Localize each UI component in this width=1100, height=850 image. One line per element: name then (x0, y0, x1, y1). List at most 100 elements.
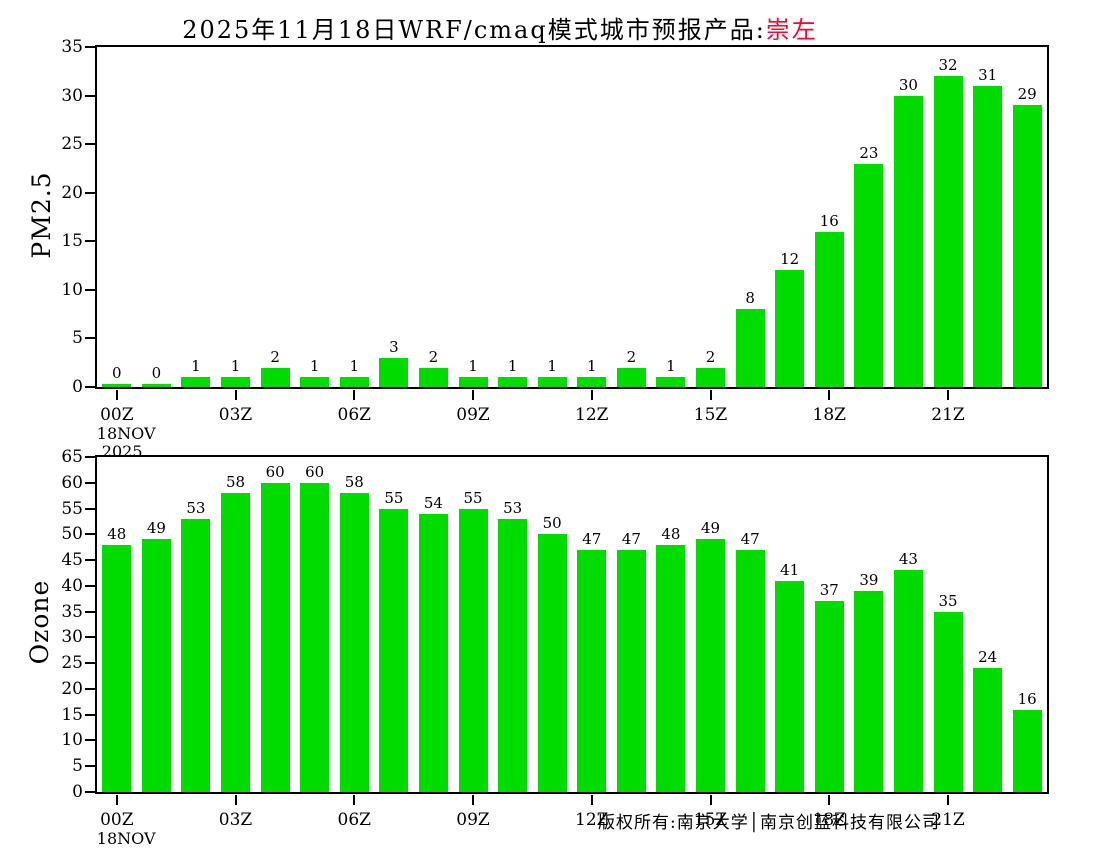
bar (339, 493, 369, 792)
y-tick-label: 0 (72, 377, 83, 397)
bar (973, 85, 1003, 387)
bar-value-label: 55 (463, 488, 483, 507)
bar-value-label: 1 (507, 357, 518, 376)
bar-value-label: 49 (700, 519, 721, 538)
bar-value-label: 2 (270, 347, 280, 366)
x-date-label: 2025 (102, 848, 192, 850)
y-axis-tick (85, 687, 95, 690)
x-axis-tick (590, 795, 593, 805)
x-axis-tick (947, 795, 950, 805)
bar-value-label: 54 (423, 493, 443, 512)
y-tick-label: 65 (61, 447, 83, 467)
y-axis-tick (85, 533, 95, 536)
y-tick-label: 15 (61, 704, 83, 725)
bar (656, 544, 686, 792)
bar (735, 309, 765, 387)
y-axis-tick (85, 288, 95, 291)
bar-value-label: 47 (621, 529, 641, 548)
x-tick-label: 15Z (693, 405, 728, 425)
bar (141, 383, 171, 387)
page-title: 2025年11月18日WRF/cmaq模式城市预报产品:崇左 (0, 10, 1000, 45)
bar (141, 539, 171, 792)
bar (221, 493, 251, 792)
bar-value-label: 0 (151, 363, 162, 382)
y-axis-tick (85, 739, 95, 742)
y-axis-tick (85, 481, 95, 484)
x-tick-label: 00Z (100, 810, 134, 830)
bar (181, 518, 211, 792)
y-tick-label: 20 (61, 182, 83, 203)
bar-value-label: 30 (898, 75, 918, 94)
bar (854, 163, 884, 387)
y-tick-label: 35 (61, 601, 83, 622)
y-tick-label: 60 (61, 472, 83, 493)
ozone-chart: 0 5 10 15 20 25 30 35 40 45 50 55 60 65 48 49 53 58 60 60 58… (61, 447, 1049, 850)
bar (577, 377, 607, 387)
bar-value-label: 23 (859, 143, 879, 162)
bar-value-label: 32 (938, 56, 958, 75)
bar-value-label: 1 (349, 357, 360, 376)
bar (300, 377, 330, 387)
y-axis-tick (85, 240, 95, 243)
y-axis-tick (85, 713, 95, 716)
bar-value-label: 8 (745, 289, 755, 308)
bar-value-label: 0 (112, 363, 122, 382)
y-axis-tick (85, 662, 95, 665)
bar (775, 270, 805, 387)
x-axis-tick (828, 795, 831, 805)
bar-value-label: 50 (542, 514, 562, 533)
bar-value-label: 3 (389, 337, 399, 356)
x-tick-label: 21Z (931, 405, 965, 425)
ozone-axis-title: Ozone (25, 579, 54, 665)
bar-value-label: 43 (898, 550, 918, 569)
y-axis-tick (85, 143, 95, 146)
bar (854, 591, 884, 792)
bar-value-label: 39 (859, 571, 879, 589)
bar-value-label: 1 (468, 357, 478, 376)
x-tick-label: 06Z (337, 405, 371, 425)
bar-value-label: 2 (705, 347, 716, 366)
bar-value-label: 1 (587, 357, 597, 376)
bar (537, 534, 567, 792)
x-axis-tick (472, 390, 475, 400)
y-tick-label: 25 (61, 134, 83, 155)
bar (893, 570, 923, 792)
y-axis-tick (85, 559, 95, 562)
bar-value-label: 53 (503, 498, 523, 517)
bar (735, 549, 765, 792)
y-axis-tick (85, 386, 95, 388)
bar-value-label: 35 (938, 591, 958, 610)
y-axis-tick (85, 765, 95, 768)
y-axis-tick (85, 636, 95, 639)
x-tick-label: 18Z (812, 810, 846, 830)
x-axis-tick (115, 795, 118, 805)
title-city-name: 崇左 (765, 16, 818, 44)
bar-value-label: 37 (819, 581, 839, 600)
y-axis-tick (85, 791, 95, 793)
bar-value-label: 53 (186, 498, 206, 517)
bar-value-label: 47 (740, 529, 760, 548)
bar (537, 377, 567, 387)
bar-value-label: 31 (978, 65, 998, 84)
x-tick-label: 09Z (456, 405, 490, 425)
x-axis-tick (709, 795, 712, 805)
y-tick-label: 5 (72, 756, 83, 777)
bar (1012, 105, 1042, 387)
bar (814, 601, 844, 792)
bar-value-label: 49 (146, 519, 166, 538)
bar-value-label: 1 (230, 357, 241, 376)
bar (102, 544, 132, 792)
x-tick-label: 15Z (693, 810, 728, 830)
y-tick-label: 50 (61, 524, 83, 545)
bar (498, 518, 528, 792)
bar (418, 367, 448, 387)
x-axis-tick (828, 390, 831, 400)
x-axis-tick (353, 795, 356, 805)
bar-value-label: 60 (265, 462, 285, 481)
bar (458, 377, 488, 387)
bar (775, 580, 805, 792)
bar-value-label: 58 (225, 473, 246, 492)
bar (379, 357, 409, 387)
y-tick-label: 35 (61, 37, 83, 57)
